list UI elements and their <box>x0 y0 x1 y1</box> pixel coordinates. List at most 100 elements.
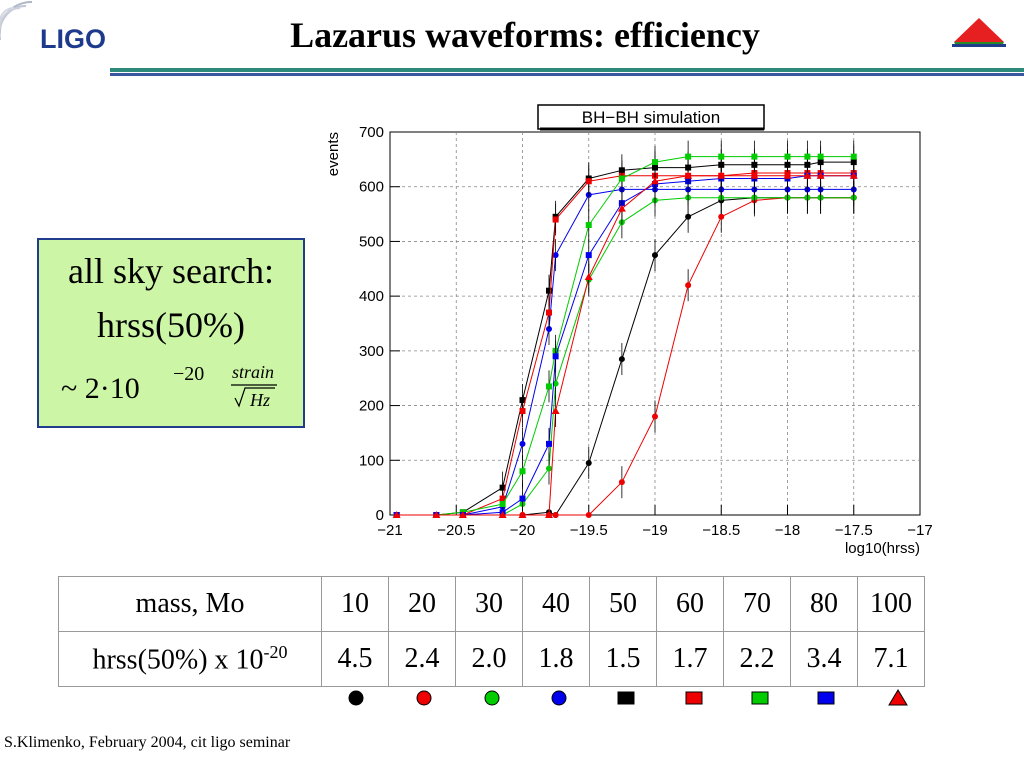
data-point <box>618 175 625 182</box>
data-point <box>585 460 592 467</box>
data-point <box>519 495 526 502</box>
formula-approx: ~ 2·10 <box>61 372 140 405</box>
data-point <box>652 159 658 166</box>
data-point <box>498 511 507 518</box>
x-tick-label: −17.5 <box>835 522 873 539</box>
data-point <box>546 287 552 294</box>
data-point <box>850 153 857 160</box>
mass-cell: 60 <box>656 576 724 632</box>
data-point <box>617 204 626 212</box>
y-tick-label: 700 <box>359 124 384 141</box>
mass-legend-markers <box>348 689 908 706</box>
pyramid-icon <box>952 18 1006 47</box>
data-point <box>432 511 441 518</box>
x-tick-label: −19 <box>642 522 667 539</box>
hrss-cell: 2.4 <box>388 631 456 687</box>
data-point <box>816 171 825 179</box>
x-tick-label: −18 <box>775 522 800 539</box>
hrss-cell: 2.0 <box>455 631 523 687</box>
ligo-logo: LIGO <box>0 0 130 70</box>
y-tick-label: 300 <box>359 343 384 360</box>
data-point <box>545 511 553 518</box>
header-rule-blue <box>110 73 1024 76</box>
data-point <box>552 353 559 360</box>
ligo-swirl-icon <box>0 0 33 40</box>
mass-marker-square <box>817 691 835 705</box>
data-point <box>817 153 824 160</box>
y-tick-label: 500 <box>359 233 384 250</box>
data-point <box>685 213 692 220</box>
data-point <box>849 171 858 179</box>
y-tick-label: 100 <box>359 452 384 469</box>
hrss-row-label: hrss(50%) x 10-20 <box>58 631 322 687</box>
mass-cell: 20 <box>388 576 456 632</box>
data-point <box>685 282 692 289</box>
hrss-cell: 1.7 <box>656 631 724 687</box>
x-tick-label: −20 <box>510 522 535 539</box>
data-point <box>652 252 658 259</box>
data-point <box>551 407 560 415</box>
data-point <box>518 511 527 518</box>
data-point <box>804 153 811 160</box>
data-point <box>652 413 658 420</box>
y-tick-label: 200 <box>359 398 384 415</box>
mass-marker-square <box>751 691 769 705</box>
data-point <box>585 512 592 518</box>
data-point <box>585 178 592 185</box>
data-point <box>552 512 559 518</box>
hrss-cell: 2.2 <box>723 631 791 687</box>
hrss-cell: 1.5 <box>589 631 657 687</box>
mass-marker-square <box>617 691 635 705</box>
data-point <box>783 171 792 179</box>
hrss-cell: 1.8 <box>522 631 590 687</box>
data-point <box>585 222 592 229</box>
mass-hrss-table: mass, Mo 10 20 30 40 50 60 70 80 100 hrs… <box>58 576 925 687</box>
data-point <box>519 440 526 447</box>
sqrt-sign <box>234 387 275 408</box>
mass-marker-circle <box>484 690 500 706</box>
x-tick-label: −20.5 <box>437 522 475 539</box>
slide-title: Lazarus waveforms: efficiency <box>290 15 760 55</box>
data-point <box>546 440 552 447</box>
data-point <box>546 309 552 316</box>
data-point <box>784 153 791 160</box>
data-point <box>392 511 401 518</box>
mass-marker-square <box>685 691 703 705</box>
x-tick-label: −18.5 <box>702 522 740 539</box>
efficiency-chart: −21 −20.5 −20 −19.5 −19 −18.5 −18 −17.5 −17 0 100 2… <box>325 104 933 557</box>
mass-marker-triangle <box>888 689 908 706</box>
slide-footer: S.Klimenko, February 2004, cit ligo semi… <box>4 734 291 751</box>
formula-numerator: strain <box>232 362 274 382</box>
data-point <box>546 383 552 390</box>
header-rule-teal <box>110 68 1024 72</box>
data-point <box>618 479 625 486</box>
formula-denominator: Hz <box>249 390 270 410</box>
data-point <box>717 171 726 179</box>
chart-title: BH−BH simulation <box>582 108 720 127</box>
y-tick-label: 600 <box>359 179 384 196</box>
data-point <box>718 213 725 220</box>
callout-formula: ~ 2·10 −20 strain Hz <box>61 362 277 410</box>
formula-exponent: −20 <box>173 363 204 385</box>
data-point <box>552 216 559 223</box>
data-point <box>684 171 693 179</box>
data-point <box>584 272 593 280</box>
y-tick-label: 400 <box>359 288 384 305</box>
mass-cell: 40 <box>522 576 590 632</box>
data-point <box>519 468 526 475</box>
data-point <box>618 356 625 363</box>
data-point <box>685 153 692 160</box>
mass-cell: 10 <box>321 576 389 632</box>
data-point <box>546 465 552 472</box>
x-axis-label: log10(hrss) <box>845 540 920 557</box>
hrss-row: hrss(50%) x 10-20 4.5 2.4 2.0 1.8 1.5 1.… <box>58 631 925 687</box>
hrss-label-exponent: -20 <box>263 641 288 662</box>
x-tick-label: −21 <box>377 522 402 539</box>
data-point <box>499 495 506 502</box>
mass-row: mass, Mo 10 20 30 40 50 60 70 80 100 <box>58 576 925 632</box>
callout-line2: hrss(50%) <box>97 305 245 345</box>
hrss-cell: 7.1 <box>857 631 925 687</box>
data-point <box>718 153 725 160</box>
mass-cell: 80 <box>790 576 858 632</box>
callout-line1: all sky search: <box>68 251 274 291</box>
